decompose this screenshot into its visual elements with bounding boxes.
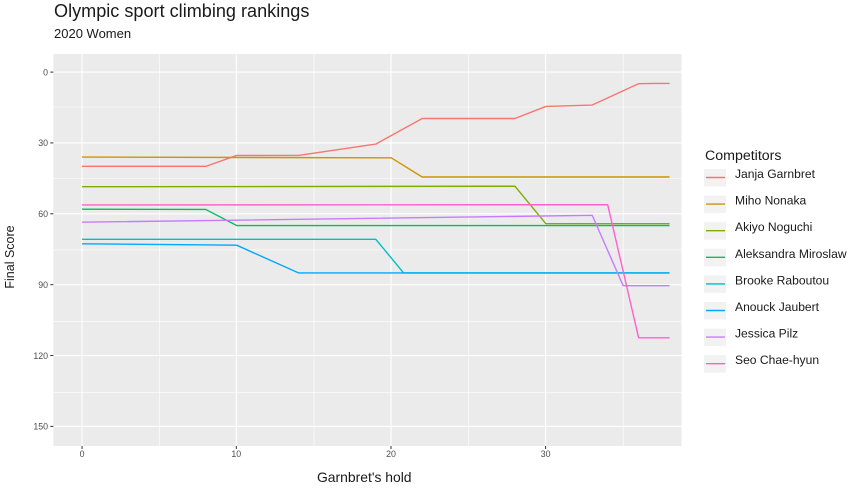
svg-text:Jessica Pilz: Jessica Pilz [735, 327, 798, 341]
svg-text:Aleksandra Miroslaw: Aleksandra Miroslaw [735, 247, 847, 261]
svg-text:150: 150 [33, 422, 48, 432]
svg-text:Janja Garnbret: Janja Garnbret [735, 167, 816, 181]
svg-text:Miho Nonaka: Miho Nonaka [735, 194, 807, 208]
svg-text:30: 30 [541, 449, 551, 459]
svg-text:Akiyo Noguchi: Akiyo Noguchi [735, 220, 812, 234]
svg-text:Competitors: Competitors [705, 148, 781, 164]
svg-text:Brooke Raboutou: Brooke Raboutou [735, 273, 829, 287]
svg-text:Anouck Jaubert: Anouck Jaubert [735, 300, 820, 314]
svg-text:0: 0 [80, 449, 85, 459]
svg-text:120: 120 [33, 351, 48, 361]
svg-text:30: 30 [38, 138, 48, 148]
svg-text:0: 0 [43, 67, 48, 77]
svg-text:20: 20 [386, 449, 396, 459]
svg-text:60: 60 [38, 209, 48, 219]
svg-text:90: 90 [38, 280, 48, 290]
svg-text:Seo Chae-hyun: Seo Chae-hyun [735, 353, 819, 367]
svg-text:10: 10 [231, 449, 241, 459]
